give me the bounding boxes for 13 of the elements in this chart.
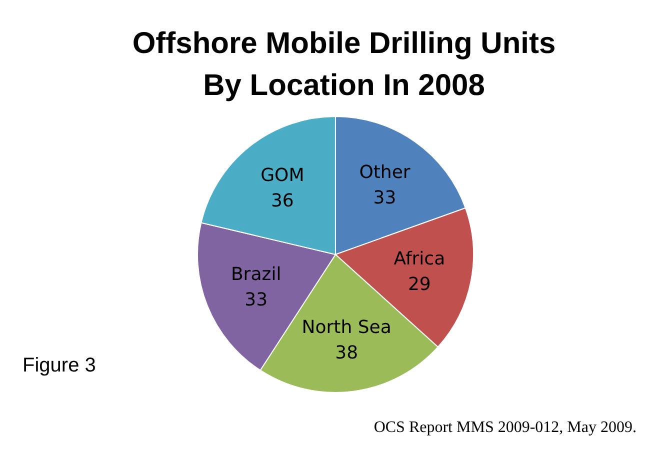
data-label: 33 (373, 188, 396, 209)
slice-label: North Sea (302, 316, 392, 338)
caption: Figure 3 (22, 354, 96, 376)
data-label: 38 (335, 342, 358, 364)
text: OCS Report MMS 2009-012, May 2009. (374, 419, 637, 436)
slice-label: GOM (260, 164, 304, 186)
chart-title: Offshore Mobile Drilling Units By Location In 2008 (132, 27, 556, 102)
data-label: 33 (244, 289, 268, 310)
slice-label: Africa (394, 248, 446, 270)
data-label: 36 (270, 190, 294, 212)
slice-label: Other (359, 162, 411, 184)
slice-label: Brazil (230, 264, 282, 285)
data-label: 29 (408, 274, 431, 296)
